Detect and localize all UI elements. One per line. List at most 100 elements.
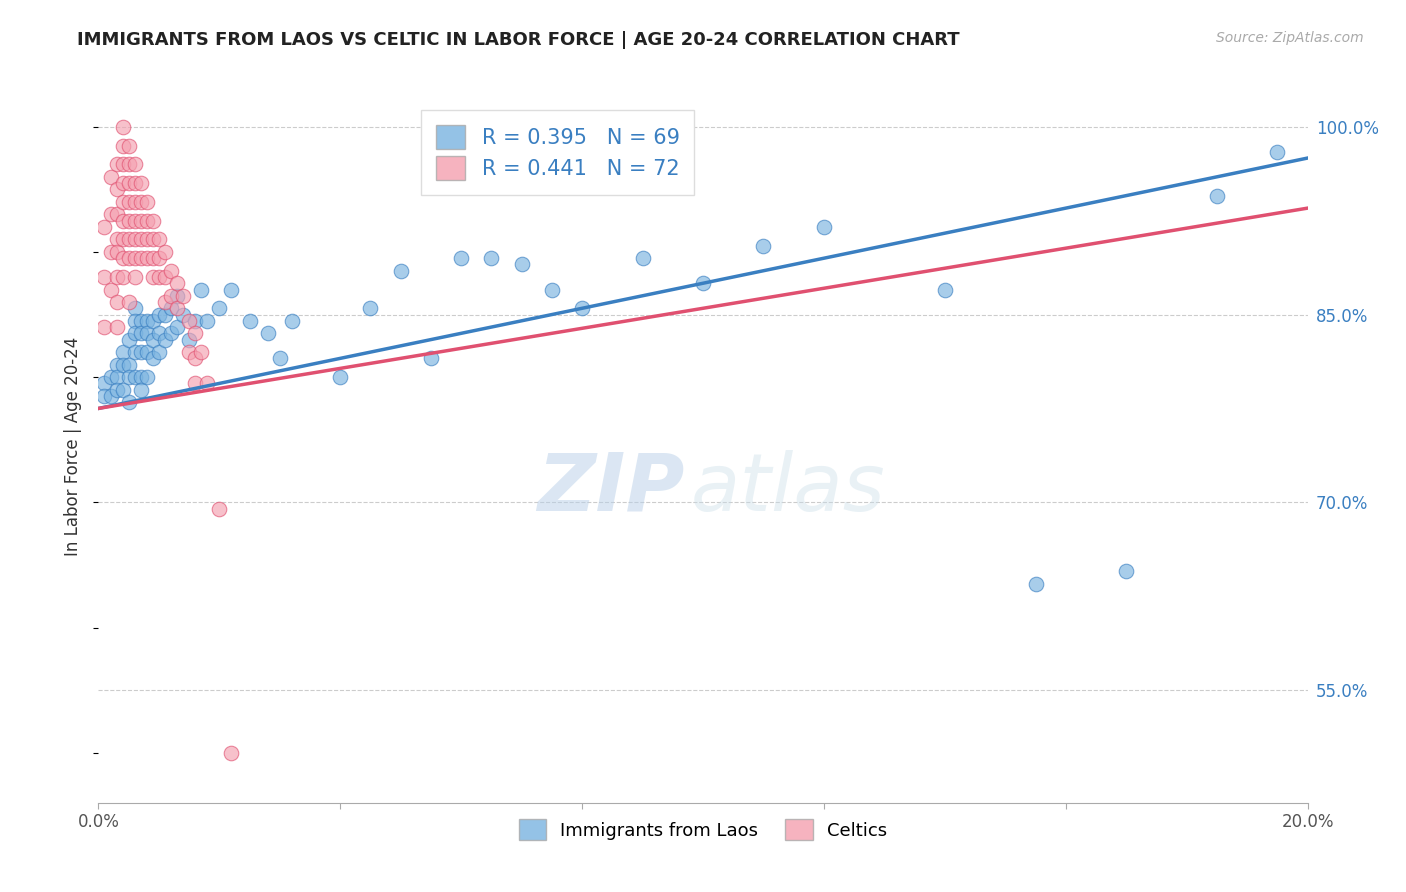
Point [135,251,157,265]
Point [239,314,262,328]
Point [100,169,122,184]
Point [329,370,352,384]
Point [142,333,165,347]
Text: Source: ZipAtlas.com: Source: ZipAtlas.com [1216,31,1364,45]
Point [111,345,134,359]
Point [221,283,243,297]
Point [124,345,146,359]
Point [105,232,128,246]
Point [111,176,134,190]
Point [1267,145,1289,159]
Point [93,320,115,334]
Point [124,194,146,209]
Point [269,351,291,366]
Point [124,213,146,227]
Point [142,213,165,227]
Point [111,358,134,372]
Point [105,295,128,310]
Point [118,251,141,265]
Legend: Immigrants from Laos, Celtics: Immigrants from Laos, Celtics [512,812,894,847]
Point [135,194,157,209]
Text: IMMIGRANTS FROM LAOS VS CELTIC IN LABOR FORCE | AGE 20-24 CORRELATION CHART: IMMIGRANTS FROM LAOS VS CELTIC IN LABOR … [77,31,960,49]
Point [124,270,146,285]
Point [184,351,207,366]
Point [389,264,412,278]
Point [166,277,188,291]
Point [124,251,146,265]
Point [105,157,128,171]
Point [1024,576,1046,591]
Point [118,176,141,190]
Point [813,219,835,234]
Point [153,270,176,285]
Point [195,314,218,328]
Point [105,320,128,334]
Point [118,370,141,384]
Point [184,326,207,341]
Point [281,314,304,328]
Point [118,232,141,246]
Point [129,326,152,341]
Point [256,326,278,341]
Point [129,232,152,246]
Point [129,314,152,328]
Point [142,232,165,246]
Point [208,501,231,516]
Y-axis label: In Labor Force | Age 20-24: In Labor Force | Age 20-24 [65,336,83,556]
Point [118,157,141,171]
Point [135,232,157,246]
Point [124,232,146,246]
Point [129,213,152,227]
Point [118,395,141,409]
Point [481,251,503,265]
Point [166,301,188,316]
Point [111,251,134,265]
Point [135,326,157,341]
Point [450,251,472,265]
Point [105,182,128,196]
Point [129,251,152,265]
Point [105,270,128,285]
Point [148,345,170,359]
Point [105,370,128,384]
Point [142,270,165,285]
Point [105,244,128,259]
Point [100,370,122,384]
Point [118,194,141,209]
Point [135,314,157,328]
Point [179,345,201,359]
Point [124,314,146,328]
Point [118,295,141,310]
Point [135,213,157,227]
Point [111,383,134,397]
Point [172,289,194,303]
Point [111,120,134,134]
Point [540,283,562,297]
Point [1115,564,1137,578]
Point [172,308,194,322]
Point [752,238,775,252]
Point [129,176,152,190]
Point [118,138,141,153]
Point [111,138,134,153]
Text: ZIP: ZIP [537,450,685,528]
Point [420,351,443,366]
Point [631,251,654,265]
Point [692,277,714,291]
Point [934,283,956,297]
Point [111,157,134,171]
Point [166,289,188,303]
Point [148,326,170,341]
Point [153,295,176,310]
Point [135,345,157,359]
Point [129,383,152,397]
Point [184,314,207,328]
Point [221,746,243,760]
Point [160,326,183,341]
Point [160,264,183,278]
Point [129,194,152,209]
Point [124,176,146,190]
Point [153,308,176,322]
Point [148,232,170,246]
Point [208,301,231,316]
